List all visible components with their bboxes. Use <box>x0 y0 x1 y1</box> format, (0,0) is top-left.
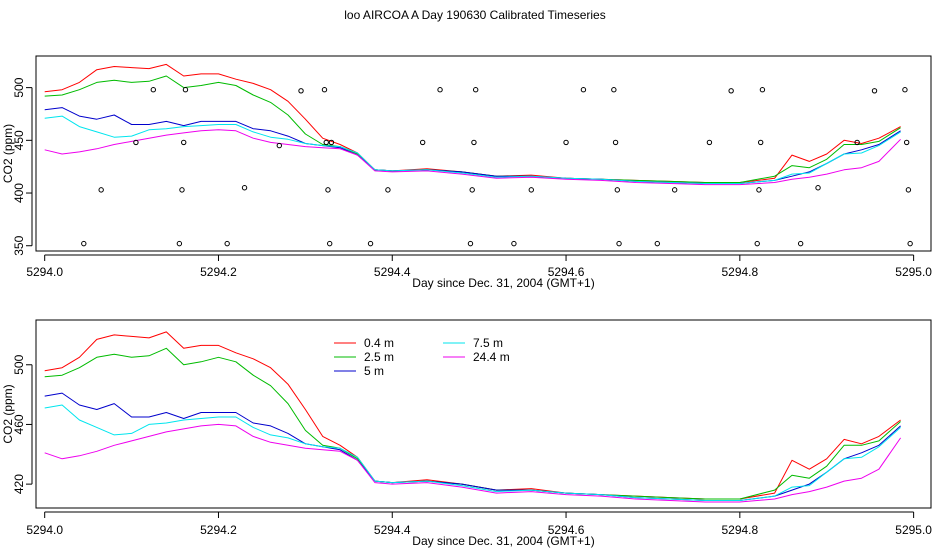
data-point-marker <box>759 87 766 93</box>
x-tick-label: 5294.0 <box>26 523 63 537</box>
x-tick-label: 5295.0 <box>895 265 932 279</box>
data-point-marker <box>654 240 660 247</box>
data-point-marker <box>176 240 183 247</box>
x-tick-label: 5294.8 <box>721 523 758 537</box>
data-point-marker <box>905 187 912 193</box>
data-point-marker <box>437 87 443 93</box>
x-tick-label: 5294.4 <box>374 265 411 279</box>
data-point-marker <box>471 139 477 146</box>
data-point-marker <box>706 139 713 146</box>
data-point-marker <box>871 88 878 94</box>
legend-label: 7.5 m <box>473 336 503 350</box>
legend-label: 2.5 m <box>364 350 394 364</box>
data-point-marker <box>385 187 391 193</box>
x-tick-label: 5294.8 <box>721 265 758 279</box>
data-point-marker <box>612 139 619 146</box>
series-line-7-5-m <box>44 115 901 184</box>
data-point-marker <box>419 139 426 146</box>
x-axis-label: Day since Dec. 31, 2004 (GMT+1) <box>412 534 594 548</box>
data-point-marker <box>224 240 230 247</box>
data-point-marker <box>754 240 760 247</box>
x-tick-label: 5295.0 <box>895 523 932 537</box>
series-line-5-m <box>44 392 901 501</box>
series-line-24-4-m <box>44 129 901 186</box>
data-point-marker <box>797 240 804 247</box>
data-point-marker <box>150 87 157 93</box>
plot-panel-2: 5294.0 5294.2 5294.4 5294.6 5294.8 5295.0 Day … <box>1 319 932 548</box>
x-tick-label: 5294.2 <box>200 265 237 279</box>
data-point-marker <box>614 187 621 193</box>
x-axis-label: Day since Dec. 31, 2004 (GMT+1) <box>412 276 594 290</box>
series-line-2-5-m <box>44 347 901 500</box>
data-point-marker <box>671 187 678 193</box>
y-axis-label: CO2 (ppm) <box>1 384 15 443</box>
series-line-24-4-m <box>44 423 902 503</box>
data-point-marker <box>323 139 329 146</box>
data-point-marker <box>181 139 187 146</box>
y-axis: 350 400 450 500 CO2 (ppm) <box>1 77 33 256</box>
series-line-2-5-m <box>44 75 901 183</box>
data-point-marker <box>528 187 534 193</box>
data-point-marker <box>907 240 913 247</box>
x-axis: 5294.0 5294.2 5294.4 5294.6 5294.8 5295.0 Day … <box>26 254 932 290</box>
data-point-marker <box>469 187 475 193</box>
data-point-marker <box>367 240 374 247</box>
data-point-marker <box>611 87 617 93</box>
data-point-marker <box>563 139 569 146</box>
x-tick-label: 5294.4 <box>374 523 411 537</box>
series-line-5-m <box>44 107 901 184</box>
plot-panel-1: 5294.0 5294.2 5294.4 5294.6 5294.8 5295.0 Day … <box>1 55 932 290</box>
legend-label: 5 m <box>364 364 384 378</box>
data-point-marker <box>241 185 248 191</box>
data-point-marker <box>511 240 517 247</box>
chart-title: loo AIRCOA A Day 190630 Calibrated Times… <box>344 8 606 22</box>
x-axis: 5294.0 5294.2 5294.4 5294.6 5294.8 5295.0 Day … <box>26 511 932 548</box>
y-tick-label: 350 <box>12 235 26 255</box>
data-point-marker <box>328 139 335 146</box>
y-tick-label: 420 <box>12 474 26 494</box>
x-tick-label: 5294.6 <box>548 265 585 279</box>
data-point-marker <box>757 139 764 146</box>
y-tick-label: 400 <box>12 183 26 203</box>
y-axis-label: CO2 (ppm) <box>1 124 15 183</box>
legend-label: 24.4 m <box>473 350 510 364</box>
series-line-7-5-m <box>44 404 901 501</box>
series-points <box>81 87 913 247</box>
data-point-marker <box>580 87 587 93</box>
x-tick-label: 5294.2 <box>200 523 237 537</box>
legend-label: 0.4 m <box>364 336 394 350</box>
y-tick-label: 500 <box>12 354 26 374</box>
y-tick-label: 460 <box>12 414 26 434</box>
y-tick-label: 450 <box>12 130 26 150</box>
data-point-marker <box>298 88 304 94</box>
data-point-marker <box>326 240 333 247</box>
data-point-marker <box>467 240 474 247</box>
data-point-marker <box>98 187 104 193</box>
x-tick-label: 5294.6 <box>548 523 585 537</box>
data-point-marker <box>325 187 331 193</box>
y-axis: 420 460 500 CO2 (ppm) <box>1 354 33 494</box>
data-point-marker <box>903 139 910 146</box>
y-tick-label: 500 <box>12 77 26 97</box>
data-point-marker <box>728 88 734 94</box>
data-point-marker <box>616 240 622 247</box>
data-point-marker <box>179 187 185 193</box>
data-point-marker <box>321 87 328 93</box>
data-point-marker <box>815 185 821 191</box>
legend: 0.4 m2.5 m5 m 7.5 m24.4 m <box>334 336 510 378</box>
data-point-marker <box>472 87 479 93</box>
data-point-marker <box>133 139 139 146</box>
x-tick-label: 5294.0 <box>26 265 63 279</box>
data-point-marker <box>81 240 87 247</box>
data-point-marker <box>276 142 283 149</box>
plot-frame <box>35 319 932 509</box>
data-point-marker <box>756 187 762 193</box>
data-point-marker <box>902 87 908 93</box>
plot-frame <box>35 55 932 252</box>
data-point-marker <box>854 139 860 146</box>
data-point-marker <box>182 87 189 93</box>
